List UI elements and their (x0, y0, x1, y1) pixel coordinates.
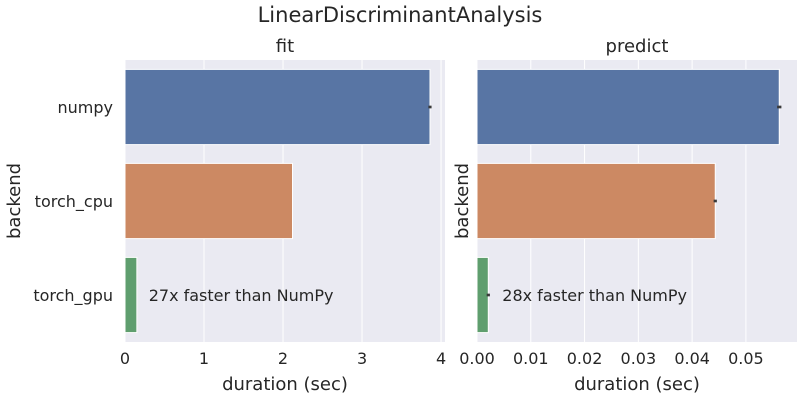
fit-bar-torch-gpu (124, 256, 138, 334)
fit-x-tick-label: 0 (120, 349, 130, 368)
fit-x-tick-label: 4 (436, 349, 446, 368)
predict-annotation: 28x faster than NumPy (502, 286, 687, 305)
predict-x-tick-label: 0.02 (567, 349, 603, 368)
fit-y-tick-label: torch_gpu (33, 286, 113, 306)
predict-panel-title: predict (606, 36, 669, 57)
fit-x-tick-label: 1 (199, 349, 209, 368)
fit-annotation: 27x faster than NumPy (149, 286, 334, 305)
predict-y-axis-label: backend (452, 163, 473, 239)
predict-x-tick-label: 0.05 (728, 349, 764, 368)
fit-x-tick-label: 2 (278, 349, 288, 368)
figure-title: LinearDiscriminantAnalysis (258, 3, 543, 27)
predict-panel: predict 0.00 0.01 0.02 0.03 0.04 0.05 28x fas… (452, 36, 797, 395)
fit-x-tick-labels: 0 1 2 3 4 (120, 349, 446, 368)
predict-error-bars (486, 105, 782, 297)
fit-y-axis-label: backend (4, 163, 25, 239)
predict-bars (476, 68, 780, 334)
fit-y-tick-label: torch_cpu (35, 192, 113, 212)
predict-x-tick-label: 0.04 (674, 349, 710, 368)
fit-x-tick-label: 3 (357, 349, 367, 368)
fit-x-axis-label: duration (sec) (222, 374, 348, 395)
predict-x-tick-label: 0.00 (459, 349, 495, 368)
fit-bars (124, 68, 431, 334)
predict-x-axis-label: duration (sec) (574, 374, 700, 395)
fit-bar-numpy (124, 68, 431, 146)
fit-panel-title: fit (276, 36, 294, 57)
fit-y-tick-label: numpy (58, 98, 114, 117)
predict-x-tick-label: 0.03 (621, 349, 657, 368)
predict-bar-torch-cpu (476, 162, 716, 240)
predict-bar-numpy (476, 68, 780, 146)
fit-bar-torch-cpu (124, 162, 294, 240)
predict-bar-torch-gpu (476, 256, 489, 334)
fit-panel: fit numpy torch_cpu torch_gpu 0 1 2 3 4 27x fa… (4, 36, 446, 395)
predict-x-tick-label: 0.01 (513, 349, 549, 368)
fit-y-tick-labels: numpy torch_cpu torch_gpu (33, 98, 113, 306)
predict-x-tick-labels: 0.00 0.01 0.02 0.03 0.04 0.05 (459, 349, 764, 368)
